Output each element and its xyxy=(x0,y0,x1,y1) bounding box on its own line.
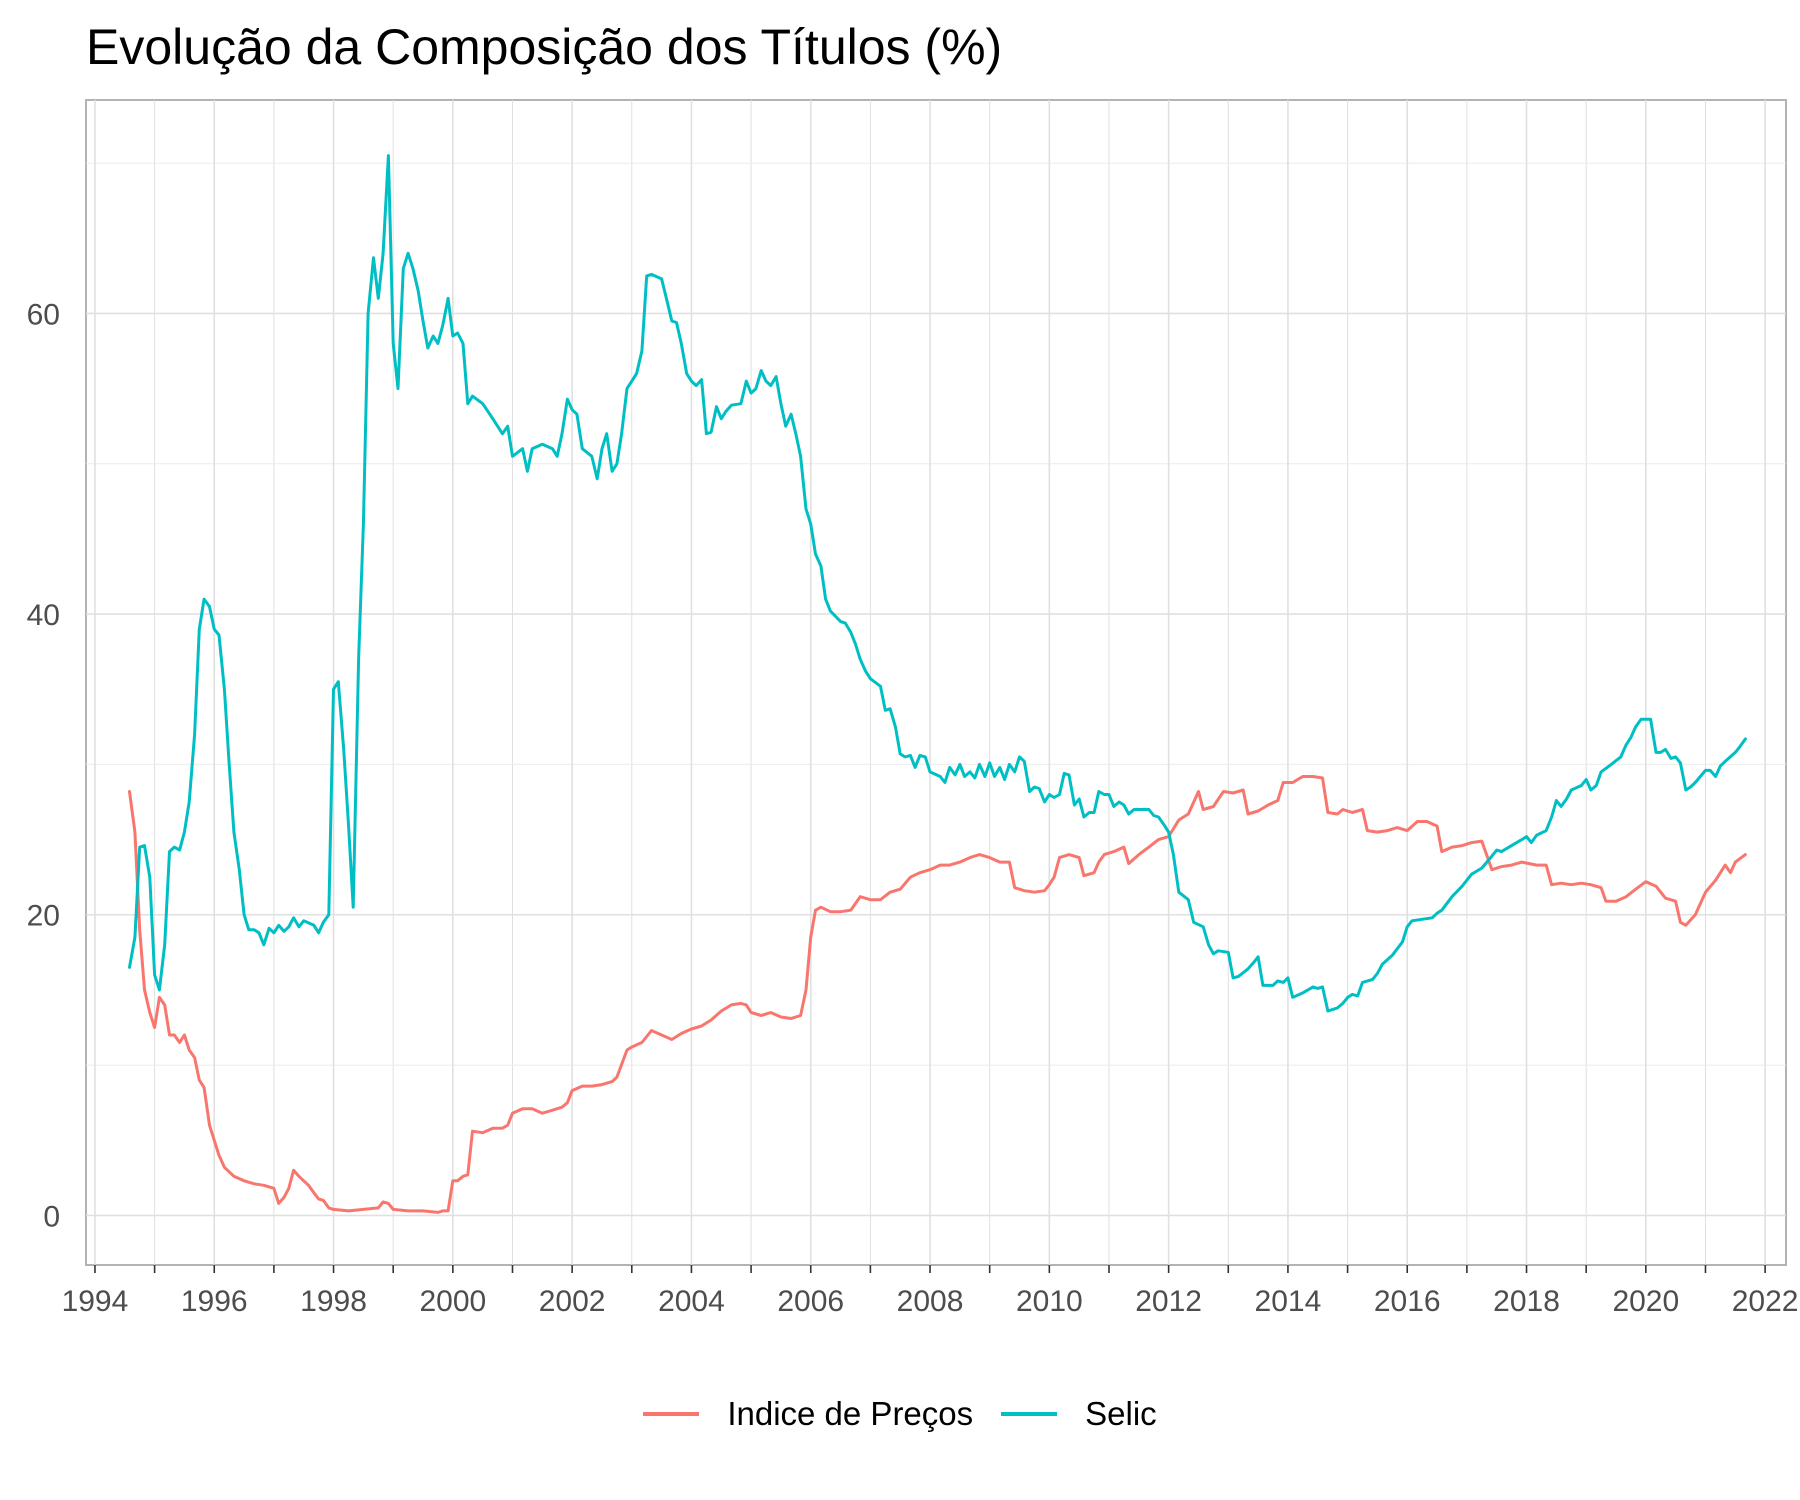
chart-title: Evolução da Composição dos Títulos (%) xyxy=(86,19,1003,75)
x-tick-label: 1998 xyxy=(300,1285,367,1318)
x-tick-label: 2008 xyxy=(897,1285,964,1318)
x-tick-label: 2002 xyxy=(539,1285,606,1318)
x-tick-label: 2014 xyxy=(1255,1285,1322,1318)
x-tick-label: 2018 xyxy=(1493,1285,1560,1318)
x-tick-label: 2006 xyxy=(777,1285,844,1318)
grid-major xyxy=(86,100,1786,1265)
x-tick-label: 2016 xyxy=(1374,1285,1441,1318)
y-tick-label: 20 xyxy=(27,900,60,933)
legend-item-indice-de-precos: Indice de Preços xyxy=(643,1395,973,1433)
x-tick-label: 2022 xyxy=(1732,1285,1799,1318)
x-tick-label: 2010 xyxy=(1016,1285,1083,1318)
legend-label-selic: Selic xyxy=(1085,1395,1157,1432)
legend: Indice de Preços Selic xyxy=(0,1395,1800,1433)
x-tick-label: 2000 xyxy=(419,1285,486,1318)
x-tick-label: 2012 xyxy=(1135,1285,1202,1318)
x-tick-label: 2004 xyxy=(658,1285,725,1318)
series-line-1 xyxy=(128,154,1747,1013)
plot-panel xyxy=(85,99,1787,1266)
y-tick-label: 60 xyxy=(27,298,60,331)
y-axis: 0 20 40 60 xyxy=(27,298,60,1233)
legend-label-indice-de-precos: Indice de Preços xyxy=(727,1395,974,1432)
series-layer xyxy=(128,154,1747,1214)
legend-key-indice-de-precos xyxy=(643,1412,700,1416)
y-tick-label: 40 xyxy=(27,599,60,632)
series-line-0 xyxy=(128,775,1747,1214)
x-tick-label: 2020 xyxy=(1612,1285,1679,1318)
legend-key-selic xyxy=(1001,1412,1058,1416)
x-axis: 1994 1996 1998 2000 2002 2004 2006 2008 2010 2012… xyxy=(62,1265,1799,1318)
y-tick-label: 0 xyxy=(43,1200,60,1233)
legend-item-selic: Selic xyxy=(1001,1395,1157,1433)
x-tick-label: 1996 xyxy=(181,1285,248,1318)
x-tick-label: 1994 xyxy=(62,1285,129,1318)
